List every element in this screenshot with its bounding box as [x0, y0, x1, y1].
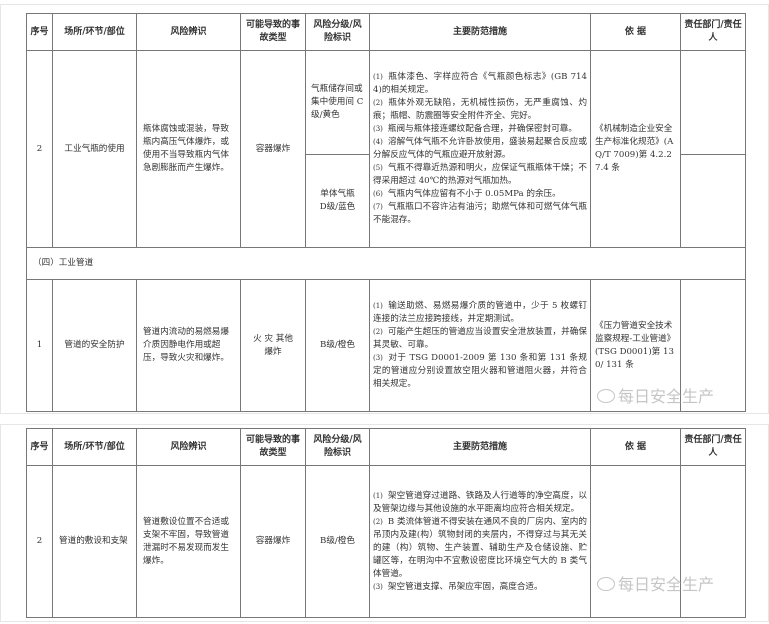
measure-text: 瓶阀与瓶体接连螺纹配备合理，并确保密封可靠。 — [387, 124, 577, 134]
measure-item: (1) 瓶体漆色、字样应符合《气瓶颜色标志》(GB 7144)的相关规定。 — [373, 71, 587, 97]
header-level: 风险分级/风险标识 — [305, 13, 370, 51]
header-resp: 责任部门/责任人 — [680, 13, 746, 51]
measure-text: 架空管道穿过道路、铁路及人行道等的净空高度，以及管架边缘与其他设施的水平距离均应… — [373, 490, 587, 514]
measure-text: 气瓶内气体应留有不小于 0.05MPa 的余压。 — [387, 189, 561, 199]
measure-item: (7) 气瓶瓶口不容许沾有油污；助燃气体和可燃气体气瓶不能混存。 — [373, 201, 587, 227]
wechat-icon — [597, 389, 615, 403]
cell-measures: (1) 输送助燃、易燃易爆介质的管道中，少于 5 枚螺钉连接的法兰应接跨接线，并定… — [369, 279, 591, 412]
measure-text: 瓶体外观无缺陷，无机械性损伤，无严重腐蚀、灼痕；瓶帽、防震圈等安全附件齐全、完好… — [373, 98, 587, 121]
measure-item: (2) B 类流体管道不得安装在通风不良的厂房内、室内的吊顶内及建(构）筑物封闭的… — [373, 516, 587, 581]
cell-resp — [680, 50, 746, 155]
header-accident: 可能导致的事故类型 — [240, 13, 306, 51]
cell-resp — [680, 279, 746, 412]
measure-number: (7) — [373, 203, 383, 211]
header-no: 序号 — [26, 428, 53, 466]
measure-item: (3) 架空管道支撑、吊架应牢固，高度合适。 — [373, 581, 587, 594]
measure-text: 气瓶不得靠近热源和明火，应保证气瓶瓶体干燥；不得采用超过 40℃的热源对气瓶加热… — [373, 163, 587, 186]
cell-measures: (1) 架空管道穿过道路、铁路及人行道等的净空高度，以及管架边缘与其他设施的水平距… — [369, 465, 591, 618]
header-risk: 风险辨识 — [136, 428, 241, 466]
cell-no: 2 — [26, 465, 53, 618]
measure-number: (3) — [373, 582, 383, 591]
measure-number: (3) — [373, 125, 383, 133]
measure-number: (1) — [373, 302, 383, 310]
cell-basis: 《压力管道安全技术监察规程-工业管道》(TSG D0001)第 130/ 131… — [590, 279, 681, 412]
table-row: 1 管道的安全防护 管道内流动的易燃易爆介质因静电作用或超压，导致火灾和爆炸。 … — [26, 279, 746, 412]
table-page-2: 序号 场所/环节/部位 风险辨识 可能导致的事故类型 风险分级/风险标识 主要防… — [0, 424, 769, 622]
cell-risk: 瓶体腐蚀或混装，导致瓶内高压气体爆炸，或使用不当导致瓶内气体急剧膨胀而产生爆炸。 — [136, 50, 241, 248]
measure-item: (1) 输送助燃、易燃易爆介质的管道中，少于 5 枚螺钉连接的法兰应接跨接线，并定… — [373, 300, 587, 326]
section-row: （四）工业管道 — [26, 247, 746, 280]
section-title: （四）工业管道 — [26, 247, 746, 280]
measure-number: (2) — [373, 517, 383, 526]
watermark: 每日安全生产 — [597, 571, 714, 595]
measure-number: (2) — [373, 99, 383, 107]
header-accident: 可能导致的事故类型 — [240, 428, 306, 466]
cell-level-a: 气瓶储存间或集中使用间 C级/黄色 — [305, 50, 370, 155]
cell-resp — [680, 154, 746, 248]
measure-number: (1) — [373, 491, 383, 500]
header-row: 序号 场所/环节/部位 风险辨识 可能导致的事故类型 风险分级/风险标识 主要防… — [26, 428, 746, 466]
cell-level: B级/橙色 — [305, 279, 370, 412]
cell-accident: 容器爆炸 — [240, 465, 306, 618]
cell-place: 工业气瓶的使用 — [52, 50, 137, 248]
cell-no: 1 — [26, 279, 53, 412]
measure-text: 瓶体漆色、字样应符合《气瓶颜色标志》(GB 7144)的相关规定。 — [373, 72, 587, 95]
measure-number: (5) — [373, 164, 383, 172]
header-basis: 依 据 — [590, 13, 681, 51]
cell-level-b: 单体气瓶 D级/蓝色 — [305, 154, 370, 248]
cell-accident: 火 灾 其他爆炸 — [240, 279, 306, 412]
cell-level: B级/橙色 — [305, 465, 370, 618]
header-row: 序号 场所/环节/部位 风险辨识 可能导致的事故类型 风险分级/风险标识 主要防… — [26, 13, 746, 51]
header-measures: 主要防范措施 — [369, 13, 591, 51]
measure-item: (6) 气瓶内气体应留有不小于 0.05MPa 的余压。 — [373, 188, 587, 201]
cell-risk: 管道敷设位置不合适或支架不牢固，导致管道泄漏时不易发现而发生爆炸。 — [136, 465, 241, 618]
header-no: 序号 — [26, 13, 53, 51]
measure-number: (4) — [373, 138, 383, 146]
measure-item: (2) 可能产生超压的管道应当设置安全泄放装置，并确保其灵敏、可靠。 — [373, 326, 587, 352]
measure-text: 气瓶瓶口不容许沾有油污；助燃气体和可燃气体气瓶不能混存。 — [373, 202, 587, 225]
measure-text: 溶解气体气瓶不允许卧放使用，盛装易起聚合反应或分解反应气体的气瓶应避开放射源。 — [373, 137, 587, 160]
table-row: 2 工业气瓶的使用 瓶体腐蚀或混装，导致瓶内高压气体爆炸，或使用不当导致瓶内气体… — [26, 50, 746, 248]
header-place: 场所/环节/部位 — [52, 13, 137, 51]
table-subrow: 单体气瓶 D级/蓝色 — [27, 154, 746, 248]
header-resp: 责任部门/责任人 — [680, 428, 746, 466]
measure-text: 架空管道支撑、吊架应牢固，高度合适。 — [387, 581, 543, 592]
risk-table-1: 序号 场所/环节/部位 风险辨识 可能导致的事故类型 风险分级/风险标识 主要防… — [26, 13, 746, 412]
measure-number: (6) — [373, 190, 383, 198]
measure-number: (3) — [373, 354, 383, 362]
measure-text: 输送助燃、易燃易爆介质的管道中，少于 5 枚螺钉连接的法兰应接跨接线，并定期测试… — [373, 301, 587, 324]
measure-item: (5) 气瓶不得靠近热源和明火，应保证气瓶瓶体干燥；不得采用超过 40℃的热源对气… — [373, 162, 587, 188]
measure-item: (2) 瓶体外观无缺陷，无机械性损伤，无严重腐蚀、灼痕；瓶帽、防震圈等安全附件齐全… — [373, 97, 587, 123]
risk-table-2: 序号 场所/环节/部位 风险辨识 可能导致的事故类型 风险分级/风险标识 主要防… — [26, 428, 746, 618]
cell-risk: 管道内流动的易燃易爆介质因静电作用或超压，导致火灾和爆炸。 — [136, 279, 241, 412]
watermark: 每日安全生产 — [597, 383, 714, 407]
measure-item: (1) 架空管道穿过道路、铁路及人行道等的净空高度，以及管架边缘与其他设施的水平距… — [373, 490, 587, 516]
table-row: 2 管道的敷设和支架 管道敷设位置不合适或支架不牢固，导致管道泄漏时不易发现而发… — [26, 465, 746, 618]
measure-number: (2) — [373, 328, 383, 336]
cell-resp — [680, 465, 746, 618]
header-basis: 依 据 — [590, 428, 681, 466]
table-page-1: 序号 场所/环节/部位 风险辨识 可能导致的事故类型 风险分级/风险标识 主要防… — [0, 4, 769, 414]
measure-item: (3) 瓶阀与瓶体接连螺纹配备合理，并确保密封可靠。 — [373, 123, 587, 136]
measure-item: (3) 对于 TSG D0001-2009 第 130 条和第 131 条规定的管… — [373, 352, 587, 391]
header-risk: 风险辨识 — [136, 13, 241, 51]
cell-accident: 容器爆炸 — [240, 50, 306, 248]
cell-basis: 《机械制造企业安全生产标准化规范》(AQ/T 7009)第 4.2.27.4 条 — [590, 50, 681, 248]
cell-place: 管道的安全防护 — [52, 279, 137, 412]
measure-text: B 类流体管道不得安装在通风不良的厂房内、室内的吊顶内及建(构）筑物封闭的夹层内… — [373, 516, 587, 579]
measure-item: (4) 溶解气体气瓶不允许卧放使用，盛装易起聚合反应或分解反应气体的气瓶应避开放射… — [373, 136, 587, 162]
cell-place: 管道的敷设和支架 — [52, 465, 137, 618]
measure-text: 对于 TSG D0001-2009 第 130 条和第 131 条规定的管道应分… — [373, 353, 587, 389]
measure-text: 可能产生超压的管道应当设置安全泄放装置，并确保其灵敏、可靠。 — [373, 327, 587, 350]
header-measures: 主要防范措施 — [369, 428, 591, 466]
header-place: 场所/环节/部位 — [52, 428, 137, 466]
wechat-icon — [597, 577, 615, 591]
header-level: 风险分级/风险标识 — [305, 428, 370, 466]
cell-no: 2 — [26, 50, 53, 248]
measure-number: (1) — [373, 73, 383, 81]
cell-measures: (1) 瓶体漆色、字样应符合《气瓶颜色标志》(GB 7144)的相关规定。 (2) 瓶… — [369, 50, 591, 248]
